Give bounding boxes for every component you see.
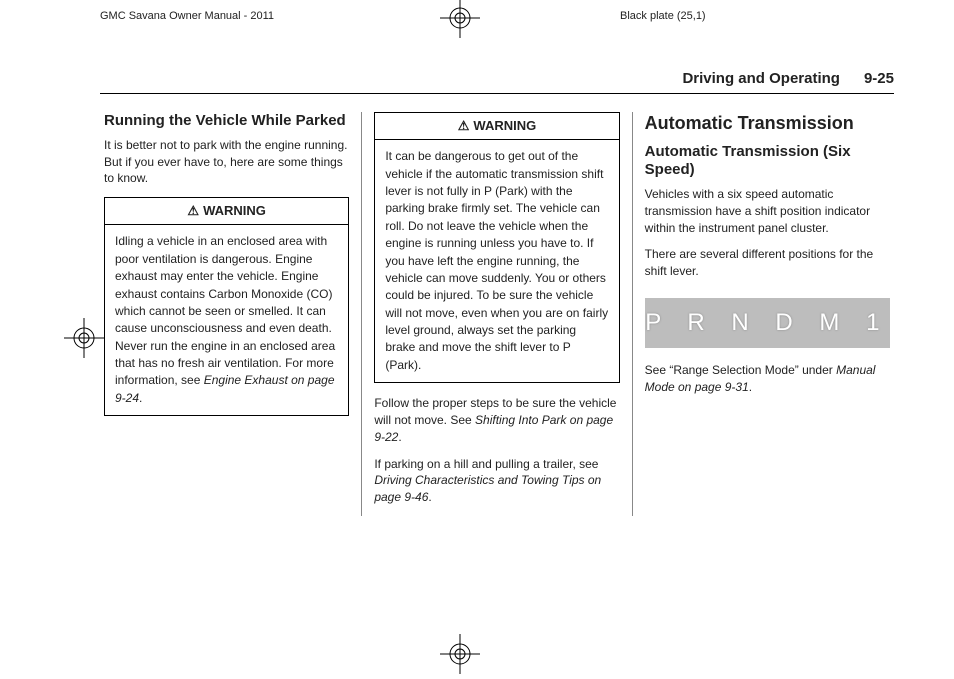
warning-body-2: It can be dangerous to get out of the ve…	[375, 140, 618, 382]
col3-p1: Vehicles with a six speed automatic tran…	[645, 186, 890, 236]
warning-box-1: ⚠ WARNING Idling a vehicle in an enclosed…	[104, 197, 349, 416]
page-header: Driving and Operating 9-25	[100, 70, 894, 94]
col3-heading: Automatic Transmission	[645, 112, 890, 135]
warning-icon: ⚠	[187, 202, 199, 220]
col3-p3: See “Range Selection Mode” under Manual …	[645, 362, 890, 396]
warning-header-1: ⚠ WARNING	[105, 198, 348, 225]
doc-title: GMC Savana Owner Manual - 2011	[100, 10, 274, 22]
col1-intro: It is better not to park with the engine…	[104, 137, 349, 187]
content-columns: Running the Vehicle While Parked It is b…	[100, 112, 894, 516]
col1-heading: Running the Vehicle While Parked	[104, 112, 349, 131]
registration-mark-left	[64, 318, 104, 358]
plate-info: Black plate (25,1)	[620, 10, 706, 22]
registration-mark-top	[440, 0, 480, 38]
col3-p2: There are several different positions fo…	[645, 246, 890, 280]
col2-p1: Follow the proper steps to be sure the v…	[374, 395, 619, 445]
gear-letters: P R N D M 1	[645, 306, 889, 340]
column-2: ⚠WARNING It can be dangerous to get out …	[361, 112, 631, 516]
gear-indicator: P R N D M 1	[645, 298, 890, 348]
column-3: Automatic Transmission Automatic Transmi…	[632, 112, 894, 516]
page-content: Driving and Operating 9-25 Running the V…	[100, 70, 894, 628]
warning-header-2: ⚠WARNING	[375, 113, 618, 140]
page-number: 9-25	[864, 70, 894, 87]
column-1: Running the Vehicle While Parked It is b…	[100, 112, 361, 516]
cross-ref: Driving Characteristics and Towing Tips …	[374, 473, 601, 504]
warning-label: WARNING	[473, 118, 536, 133]
warning-label: WARNING	[203, 203, 266, 218]
col2-p2: If parking on a hill and pulling a trail…	[374, 456, 619, 506]
warning-body-1: Idling a vehicle in an enclosed area wit…	[105, 225, 348, 415]
section-title: Driving and Operating	[682, 70, 840, 87]
col3-subheading: Automatic Transmission (Six Speed)	[645, 143, 890, 181]
registration-mark-bottom	[440, 634, 480, 674]
warning-box-2: ⚠WARNING It can be dangerous to get out …	[374, 112, 619, 383]
warning-icon: ⚠	[458, 117, 470, 135]
